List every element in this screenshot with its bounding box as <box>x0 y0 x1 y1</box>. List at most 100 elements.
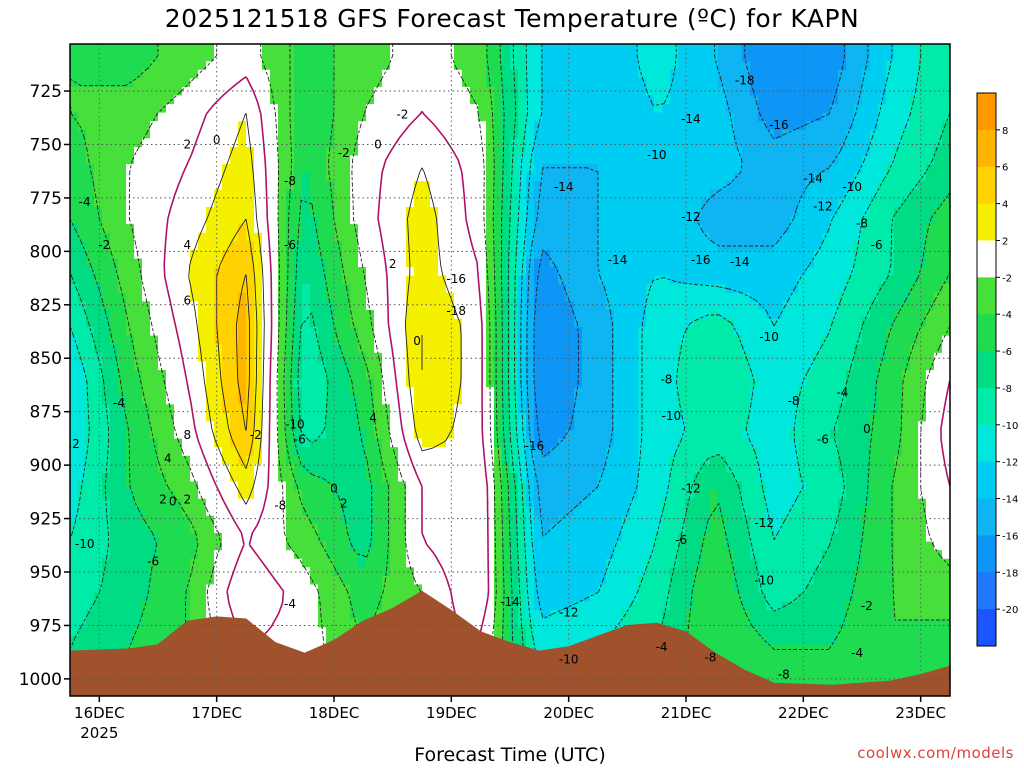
field-cell <box>86 395 95 405</box>
field-cell <box>790 129 799 139</box>
field-cell <box>222 309 231 320</box>
field-cell <box>126 395 135 405</box>
field-cell <box>494 421 503 431</box>
field-cell <box>710 241 719 251</box>
field-cell <box>670 104 679 114</box>
field-cell <box>190 258 199 268</box>
field-cell <box>214 395 223 405</box>
field-cell <box>254 335 263 345</box>
field-cell <box>822 207 831 217</box>
field-cell <box>270 344 279 354</box>
field-cell <box>174 327 183 337</box>
field-cell <box>894 361 903 371</box>
field-cell <box>630 378 639 388</box>
field-cell <box>262 112 271 122</box>
field-cell <box>150 258 159 268</box>
field-cell <box>934 258 943 268</box>
field-cell <box>390 249 399 260</box>
field-cell <box>358 181 367 191</box>
field-cell <box>430 309 439 320</box>
field-cell <box>750 61 759 71</box>
field-cell <box>246 309 255 320</box>
field-cell <box>158 129 167 139</box>
field-cell <box>150 181 159 191</box>
field-cell <box>414 44 423 54</box>
field-cell <box>198 207 207 217</box>
field-cell <box>622 61 631 71</box>
field-cell <box>678 189 687 200</box>
field-cell <box>470 104 479 114</box>
field-cell <box>430 241 439 251</box>
field-cell <box>766 52 775 62</box>
field-cell <box>134 335 143 345</box>
field-cell <box>342 301 351 311</box>
field-cell <box>294 309 303 320</box>
field-cell <box>654 344 663 354</box>
field-cell <box>942 361 950 371</box>
field-cell <box>534 146 543 157</box>
field-cell <box>622 267 631 277</box>
field-cell <box>190 404 199 414</box>
field-cell <box>230 146 239 157</box>
field-cell <box>774 224 783 234</box>
field-cell <box>654 189 663 200</box>
field-cell <box>70 421 79 431</box>
field-cell <box>686 395 695 405</box>
field-cell <box>254 387 263 397</box>
field-cell <box>142 378 151 388</box>
field-cell <box>910 318 919 328</box>
field-cell <box>238 249 247 260</box>
field-cell <box>846 412 855 423</box>
field-cell <box>726 309 735 320</box>
field-cell <box>374 412 383 423</box>
field-cell <box>78 121 87 131</box>
field-cell <box>798 309 807 320</box>
field-cell <box>390 412 399 423</box>
field-cell <box>142 412 151 423</box>
field-cell <box>894 207 903 217</box>
field-cell <box>574 292 583 302</box>
field-cell <box>566 301 575 311</box>
field-cell <box>110 430 119 440</box>
field-cell <box>214 164 223 174</box>
field-cell <box>558 361 567 371</box>
field-cell <box>838 215 847 225</box>
field-cell <box>838 172 847 182</box>
field-cell <box>846 232 855 242</box>
field-cell <box>694 232 703 242</box>
field-cell <box>774 318 783 328</box>
field-cell <box>118 301 127 311</box>
field-cell <box>86 327 95 337</box>
field-cell <box>662 335 671 345</box>
field-cell <box>158 412 167 423</box>
field-cell <box>798 155 807 165</box>
field-cell <box>574 412 583 423</box>
field-cell <box>662 146 671 157</box>
field-cell <box>678 198 687 208</box>
field-cell <box>510 258 519 268</box>
field-cell <box>710 378 719 388</box>
field-cell <box>102 301 111 311</box>
field-cell <box>798 404 807 414</box>
field-cell <box>574 318 583 328</box>
field-cell <box>878 189 887 200</box>
field-cell <box>710 395 719 405</box>
field-cell <box>294 370 303 380</box>
field-cell <box>670 395 679 405</box>
field-cell <box>190 138 199 148</box>
field-cell <box>886 207 895 217</box>
field-cell <box>150 86 159 97</box>
field-cell <box>142 318 151 328</box>
field-cell <box>766 292 775 302</box>
field-cell <box>702 258 711 268</box>
field-cell <box>782 104 791 114</box>
field-cell <box>406 112 415 122</box>
field-cell <box>654 387 663 397</box>
field-cell <box>174 172 183 182</box>
field-cell <box>334 224 343 234</box>
field-cell <box>374 370 383 380</box>
field-cell <box>766 249 775 260</box>
field-cell <box>942 309 950 320</box>
field-cell <box>118 412 127 423</box>
field-cell <box>134 275 143 285</box>
